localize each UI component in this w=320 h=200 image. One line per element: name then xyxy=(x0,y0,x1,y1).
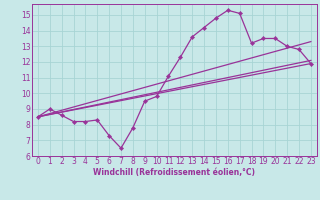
X-axis label: Windchill (Refroidissement éolien,°C): Windchill (Refroidissement éolien,°C) xyxy=(93,168,255,177)
